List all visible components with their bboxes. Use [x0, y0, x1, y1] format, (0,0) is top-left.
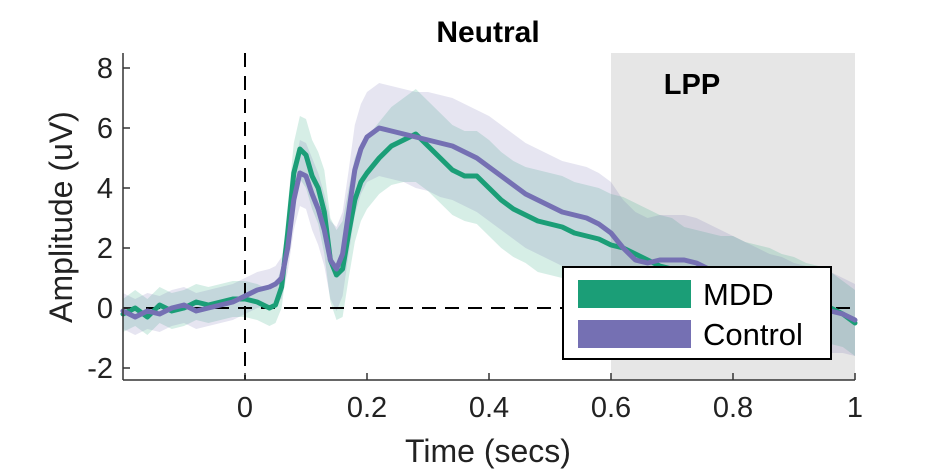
- x-tick-label: 0.2: [347, 392, 387, 424]
- lpp-region-label: LPP: [664, 69, 720, 101]
- legend-swatch-control: [578, 320, 691, 348]
- x-tick-label: 0.8: [713, 392, 753, 424]
- y-tick-label: 8: [97, 53, 113, 85]
- y-tick-label: 6: [97, 113, 113, 145]
- y-tick-label: 4: [97, 173, 113, 205]
- legend: MDD Control: [562, 266, 832, 360]
- legend-label-mdd: MDD: [703, 277, 774, 312]
- y-tick-label: 0: [97, 293, 113, 325]
- axes-layer: 0 0.2 0.4 0.6 0.8 1 -2 0 2 4 6 8: [87, 53, 863, 424]
- y-tick-label: 2: [97, 233, 113, 265]
- x-axis-label: Time (secs): [405, 433, 571, 469]
- x-tick-label: 1: [847, 392, 863, 424]
- y-tick-label: -2: [87, 353, 113, 385]
- x-tick-label: 0.6: [591, 392, 631, 424]
- x-tick-label: 0: [237, 392, 253, 424]
- x-tick-label: 0.4: [469, 392, 509, 424]
- text-layer: Neutral Time (secs) Amplitude (uV) LPP: [43, 16, 720, 469]
- legend-label-control: Control: [703, 317, 803, 352]
- y-axis-label: Amplitude (uV): [43, 111, 79, 323]
- chart-title: Neutral: [436, 16, 539, 49]
- legend-swatch-mdd: [578, 280, 691, 308]
